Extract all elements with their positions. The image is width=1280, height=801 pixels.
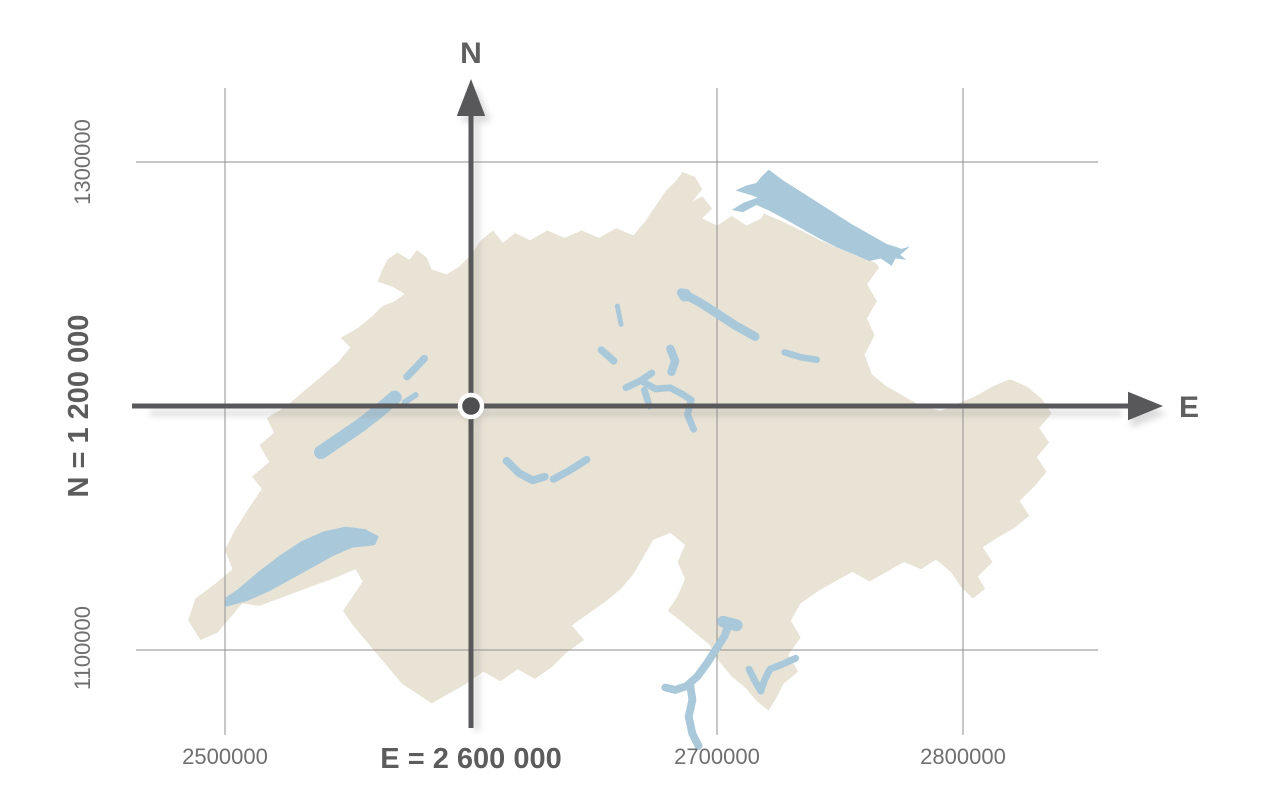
origin-east-label: E = 2 600 000	[380, 743, 561, 775]
lake-biel	[403, 354, 428, 381]
origin-north-label: N = 1 200 000	[63, 314, 95, 497]
switzerland-outline	[188, 172, 1052, 711]
north-axis-arrowhead	[456, 79, 486, 116]
north-axis-letter: N	[460, 37, 482, 70]
map-layer	[188, 172, 1052, 711]
lake-zurich	[676, 288, 760, 341]
tick-e-2700000: 2700000	[674, 744, 760, 769]
east-axis-arrowhead	[1128, 391, 1163, 421]
tick-n-1300000: 1300000	[70, 119, 95, 205]
lake-zurich-head	[678, 288, 692, 302]
tick-n-1100000: 1100000	[70, 606, 95, 690]
lake-thun	[502, 456, 549, 485]
origin-point	[462, 397, 480, 415]
east-axis-letter: E	[1179, 391, 1199, 424]
tick-e-2800000: 2800000	[920, 744, 1006, 769]
lake-hallwil	[614, 303, 624, 327]
tick-e-2500000: 2500000	[182, 744, 268, 769]
lake-brienz	[549, 455, 591, 483]
lake-walen	[781, 349, 820, 363]
lake-constance	[731, 169, 911, 266]
lake-sempach	[597, 346, 618, 365]
axes-layer	[132, 79, 1163, 728]
lake-zug	[666, 344, 680, 377]
labels-layer: N E 1300000 1100000 N = 1 200 000 250000…	[63, 37, 1199, 775]
lake-maggiore-top	[717, 615, 743, 632]
lake-geneva	[225, 526, 379, 608]
lake-murten	[401, 392, 419, 406]
lake-lugano	[745, 654, 800, 695]
